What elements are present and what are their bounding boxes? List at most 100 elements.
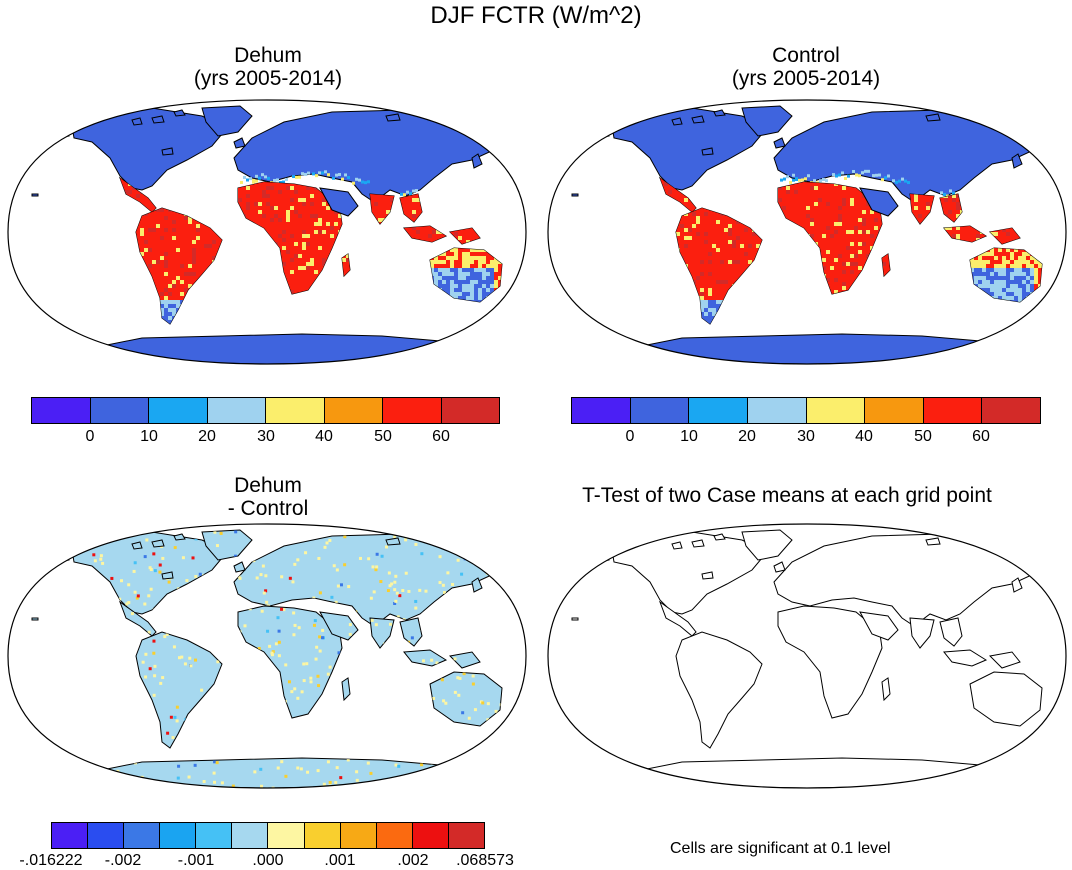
grid-cell <box>148 276 152 280</box>
grid-cell <box>1034 252 1038 256</box>
grid-cell <box>802 282 806 286</box>
grid-cell <box>378 222 382 224</box>
grid-cell <box>1010 272 1014 276</box>
colorbar-tick-label: -.001 <box>177 852 215 869</box>
grid-cell <box>324 605 328 609</box>
panel-title-line2: (yrs 2005-2014) <box>731 67 881 90</box>
grid-cell <box>294 230 298 234</box>
grid-cell <box>810 202 814 206</box>
grid-cell <box>143 555 147 559</box>
grid-cell <box>782 290 786 294</box>
grid-cell <box>481 612 485 616</box>
grid-cell <box>688 206 692 210</box>
grid-cell <box>482 268 486 272</box>
grid-cell <box>212 304 216 308</box>
grid-cell <box>822 202 826 206</box>
grid-cell <box>486 264 490 268</box>
grid-cell <box>676 300 680 304</box>
grid-cell <box>854 266 858 270</box>
grid-cell <box>858 206 862 210</box>
grid-cell <box>334 278 338 282</box>
grid-cell <box>704 312 708 316</box>
grid-cell <box>147 630 151 634</box>
grid-cell <box>664 186 668 190</box>
grid-cell <box>180 240 184 244</box>
grid-cell <box>878 266 882 270</box>
grid-cell <box>298 226 302 230</box>
grid-cell <box>180 304 184 308</box>
grid-cell <box>322 218 326 222</box>
grid-cell <box>862 206 866 210</box>
grid-cell <box>474 248 478 252</box>
grid-cell <box>442 264 446 268</box>
grid-cell <box>708 320 712 324</box>
grid-cell <box>826 258 830 262</box>
grid-cell <box>192 264 196 268</box>
grid-cell <box>266 629 270 633</box>
grid-cell <box>984 238 986 242</box>
grid-cell <box>294 234 298 238</box>
grid-cell <box>948 206 952 210</box>
grid-cell <box>278 218 282 222</box>
grid-cell <box>250 202 254 206</box>
grid-cell <box>136 268 140 272</box>
continent-antarctica <box>621 757 1003 788</box>
grid-cell <box>164 248 168 252</box>
grid-cell <box>298 238 302 242</box>
grid-cell <box>510 304 514 308</box>
grid-cell <box>740 296 744 300</box>
colorbar-segment <box>923 398 983 423</box>
grid-cell <box>744 232 748 236</box>
grid-cell <box>440 234 444 238</box>
grid-cell <box>152 224 156 228</box>
grid-cell <box>855 173 858 177</box>
grid-cell <box>716 280 720 284</box>
grid-cell <box>486 268 490 272</box>
grid-cell <box>474 276 478 280</box>
grid-cell <box>834 226 838 230</box>
grid-cell <box>262 218 266 222</box>
grid-cell <box>478 284 482 288</box>
grid-cell <box>692 240 696 244</box>
grid-cell <box>712 236 716 240</box>
grid-cell <box>315 174 318 178</box>
grid-cell <box>478 296 482 300</box>
grid-cell <box>806 186 810 190</box>
grid-cell <box>676 198 680 202</box>
grid-cell <box>664 202 668 206</box>
grid-cell <box>286 210 290 214</box>
grid-cell <box>306 238 310 242</box>
grid-cell <box>728 212 732 216</box>
island <box>31 617 39 621</box>
grid-cell <box>998 268 1002 272</box>
grid-cell <box>1034 260 1038 264</box>
grid-cell <box>338 690 342 694</box>
grid-cell <box>242 222 246 226</box>
grid-cell <box>810 262 814 266</box>
grid-cell <box>434 264 438 268</box>
grid-cell <box>696 220 700 224</box>
grid-cell <box>434 248 438 252</box>
grid-cell <box>1014 252 1018 256</box>
grid-cell <box>676 296 680 300</box>
grid-cell <box>778 250 782 254</box>
grid-cell <box>956 234 960 238</box>
grid-cell <box>282 254 286 258</box>
grid-cell <box>728 312 732 316</box>
grid-cell <box>304 172 307 176</box>
grid-cell <box>278 270 282 274</box>
grid-cell <box>462 276 466 280</box>
grid-cell <box>986 288 990 292</box>
grid-cell <box>302 270 306 274</box>
grid-cell <box>684 248 688 252</box>
grid-cell <box>478 288 482 292</box>
grid-cell <box>482 248 486 252</box>
grid-cell <box>156 232 160 236</box>
grid-cell <box>1014 300 1018 302</box>
grid-cell <box>732 296 736 300</box>
grid-cell <box>700 244 704 248</box>
grid-cell <box>990 288 994 292</box>
colorbar-segment <box>448 823 484 848</box>
grid-cell <box>466 240 470 244</box>
grid-cell <box>309 680 313 684</box>
